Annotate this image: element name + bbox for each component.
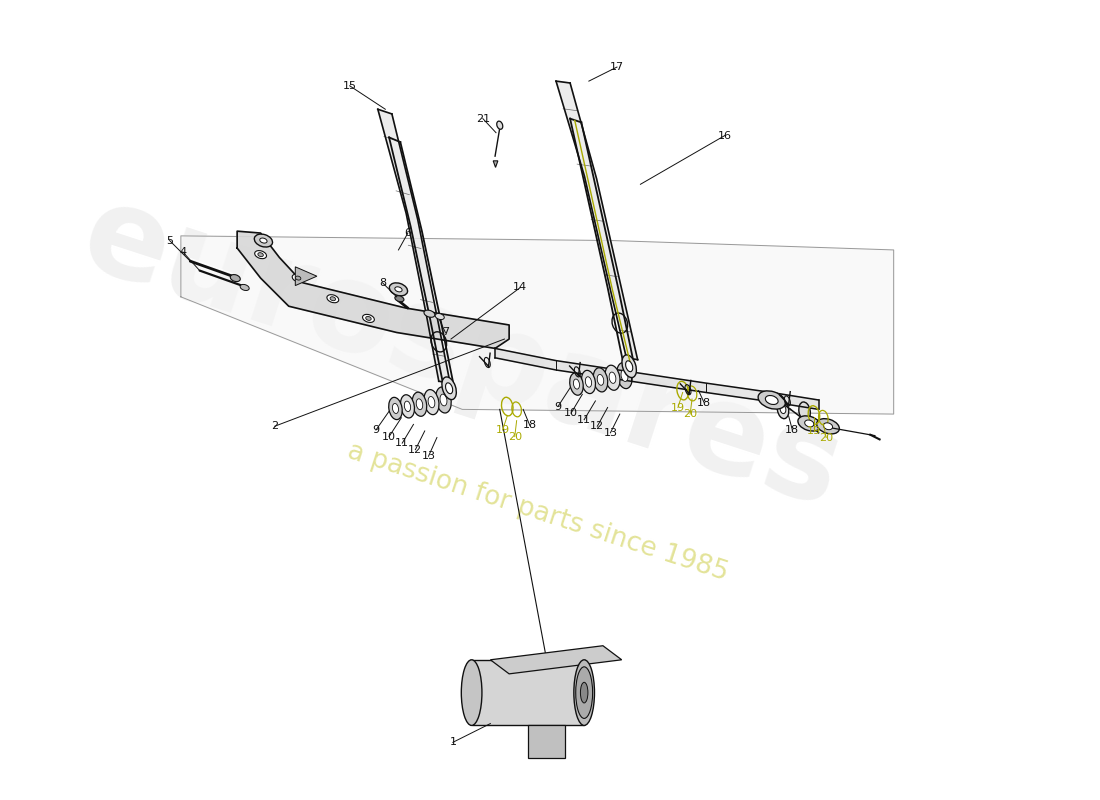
Ellipse shape bbox=[257, 253, 263, 257]
Ellipse shape bbox=[573, 379, 580, 389]
Ellipse shape bbox=[582, 370, 595, 394]
Ellipse shape bbox=[766, 395, 778, 405]
Text: 11: 11 bbox=[395, 438, 409, 448]
Ellipse shape bbox=[621, 355, 637, 378]
Text: 17: 17 bbox=[609, 62, 624, 72]
Text: 13: 13 bbox=[421, 451, 436, 462]
Text: a passion for parts since 1985: a passion for parts since 1985 bbox=[343, 438, 732, 586]
Ellipse shape bbox=[780, 405, 785, 414]
Ellipse shape bbox=[400, 394, 415, 418]
Ellipse shape bbox=[296, 276, 301, 280]
Polygon shape bbox=[472, 660, 584, 726]
Ellipse shape bbox=[824, 423, 833, 430]
Text: 19: 19 bbox=[807, 426, 821, 436]
Ellipse shape bbox=[609, 372, 616, 383]
Text: 6: 6 bbox=[405, 228, 411, 238]
Text: 7: 7 bbox=[442, 327, 449, 338]
Ellipse shape bbox=[255, 250, 266, 258]
Text: 19: 19 bbox=[495, 425, 509, 435]
Ellipse shape bbox=[626, 361, 632, 372]
Polygon shape bbox=[295, 267, 317, 286]
Polygon shape bbox=[238, 231, 509, 349]
Ellipse shape bbox=[424, 390, 439, 414]
Ellipse shape bbox=[424, 310, 434, 318]
Ellipse shape bbox=[363, 314, 374, 322]
Ellipse shape bbox=[570, 373, 583, 395]
Ellipse shape bbox=[778, 400, 789, 418]
Ellipse shape bbox=[617, 362, 632, 389]
Polygon shape bbox=[180, 236, 893, 414]
Text: 9: 9 bbox=[554, 402, 561, 411]
Polygon shape bbox=[491, 646, 622, 674]
Text: eurospares: eurospares bbox=[68, 174, 857, 533]
Ellipse shape bbox=[230, 274, 240, 282]
Ellipse shape bbox=[254, 234, 273, 247]
Polygon shape bbox=[528, 726, 565, 758]
Ellipse shape bbox=[405, 401, 410, 411]
Ellipse shape bbox=[581, 682, 587, 703]
Ellipse shape bbox=[461, 660, 482, 726]
Ellipse shape bbox=[605, 365, 620, 390]
Text: 9: 9 bbox=[373, 425, 380, 435]
Ellipse shape bbox=[436, 387, 451, 413]
Text: 20: 20 bbox=[820, 433, 833, 442]
Text: 16: 16 bbox=[718, 130, 732, 141]
Ellipse shape bbox=[758, 391, 785, 409]
Ellipse shape bbox=[416, 399, 422, 410]
Ellipse shape bbox=[442, 377, 456, 400]
Text: 4: 4 bbox=[179, 247, 186, 257]
Text: 2: 2 bbox=[271, 422, 278, 431]
Text: 18: 18 bbox=[785, 425, 800, 435]
Text: 20: 20 bbox=[683, 409, 697, 419]
Text: 12: 12 bbox=[408, 445, 422, 454]
Ellipse shape bbox=[497, 121, 503, 130]
Ellipse shape bbox=[260, 238, 267, 243]
Ellipse shape bbox=[412, 392, 427, 416]
Ellipse shape bbox=[365, 317, 371, 320]
Text: 8: 8 bbox=[379, 278, 386, 288]
Ellipse shape bbox=[428, 397, 435, 408]
Text: 20: 20 bbox=[508, 431, 521, 442]
Text: 18: 18 bbox=[697, 398, 712, 408]
Ellipse shape bbox=[240, 285, 250, 290]
Ellipse shape bbox=[575, 667, 593, 718]
Ellipse shape bbox=[597, 374, 604, 386]
Text: 19: 19 bbox=[671, 402, 685, 413]
Ellipse shape bbox=[798, 416, 821, 431]
Text: 21: 21 bbox=[476, 114, 490, 124]
Text: 18: 18 bbox=[522, 420, 537, 430]
Ellipse shape bbox=[436, 314, 444, 319]
Ellipse shape bbox=[389, 283, 408, 296]
Ellipse shape bbox=[293, 274, 304, 282]
Ellipse shape bbox=[393, 403, 398, 414]
Text: 1: 1 bbox=[450, 738, 456, 747]
Ellipse shape bbox=[327, 294, 339, 302]
Ellipse shape bbox=[805, 420, 814, 427]
Ellipse shape bbox=[799, 402, 811, 421]
Text: 10: 10 bbox=[382, 431, 396, 442]
Text: 12: 12 bbox=[591, 422, 604, 431]
Polygon shape bbox=[495, 349, 818, 410]
Text: 14: 14 bbox=[514, 282, 528, 293]
Ellipse shape bbox=[593, 368, 607, 392]
Ellipse shape bbox=[388, 398, 403, 420]
Ellipse shape bbox=[440, 394, 447, 406]
Text: 11: 11 bbox=[578, 414, 591, 425]
Text: 15: 15 bbox=[343, 81, 356, 91]
Ellipse shape bbox=[816, 418, 839, 434]
Ellipse shape bbox=[585, 377, 592, 387]
Polygon shape bbox=[556, 81, 638, 360]
Polygon shape bbox=[493, 161, 498, 167]
Polygon shape bbox=[377, 110, 450, 383]
Text: 5: 5 bbox=[166, 235, 173, 246]
Ellipse shape bbox=[395, 296, 404, 302]
Ellipse shape bbox=[621, 370, 628, 382]
Ellipse shape bbox=[395, 287, 403, 292]
Ellipse shape bbox=[330, 297, 336, 301]
Text: 10: 10 bbox=[564, 408, 578, 418]
Text: 13: 13 bbox=[604, 428, 617, 438]
Ellipse shape bbox=[446, 383, 453, 394]
Ellipse shape bbox=[574, 660, 594, 726]
